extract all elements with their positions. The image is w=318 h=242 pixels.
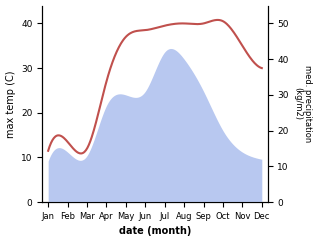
Y-axis label: med. precipitation
(kg/m2): med. precipitation (kg/m2) [293,65,313,143]
X-axis label: date (month): date (month) [119,227,191,236]
Y-axis label: max temp (C): max temp (C) [5,70,16,138]
